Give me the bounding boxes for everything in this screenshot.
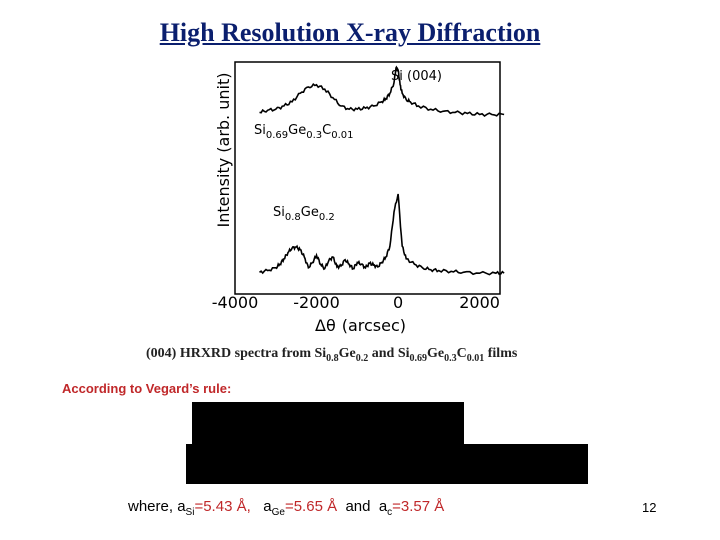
plot-frame (234, 61, 501, 295)
lower-curve-label: Si0.8Ge0.2 (273, 205, 335, 223)
redacted-equation-2 (186, 444, 588, 484)
vegard-rule-heading: According to Vegard’s rule: (62, 381, 232, 396)
xrd-chart: Intensity (arb. unit) -4000 -2000 0 2000 Si… (212, 61, 505, 335)
peak-label-si004: Si (004) (391, 69, 442, 84)
y-axis-label: Intensity (arb. unit) (214, 73, 233, 228)
x-tick-label: -2000 (293, 293, 340, 312)
series-line-sige (259, 193, 505, 276)
x-axis-ticks: -4000 -2000 0 2000 (212, 293, 500, 312)
lattice-constants: where, aSi=5.43 Å, aGe=5.65 Å and ac=3.5… (128, 498, 445, 518)
x-tick-label: 2000 (459, 293, 500, 312)
figure-caption: (004) HRXRD spectra from Si0.8Ge0.2 and … (146, 346, 518, 364)
redacted-equation-1 (192, 402, 464, 444)
page-number: 12 (642, 500, 657, 515)
slide-title: High Resolution X-ray Diffraction (159, 18, 541, 47)
upper-curve-label: Si0.69Ge0.3C0.01 (254, 123, 353, 141)
x-tick-label: -4000 (212, 293, 259, 312)
series-line-sigec (259, 65, 505, 118)
x-tick-label: 0 (393, 293, 403, 312)
x-axis-label: Δθ (arcsec) (315, 316, 406, 335)
series-group (259, 65, 505, 276)
